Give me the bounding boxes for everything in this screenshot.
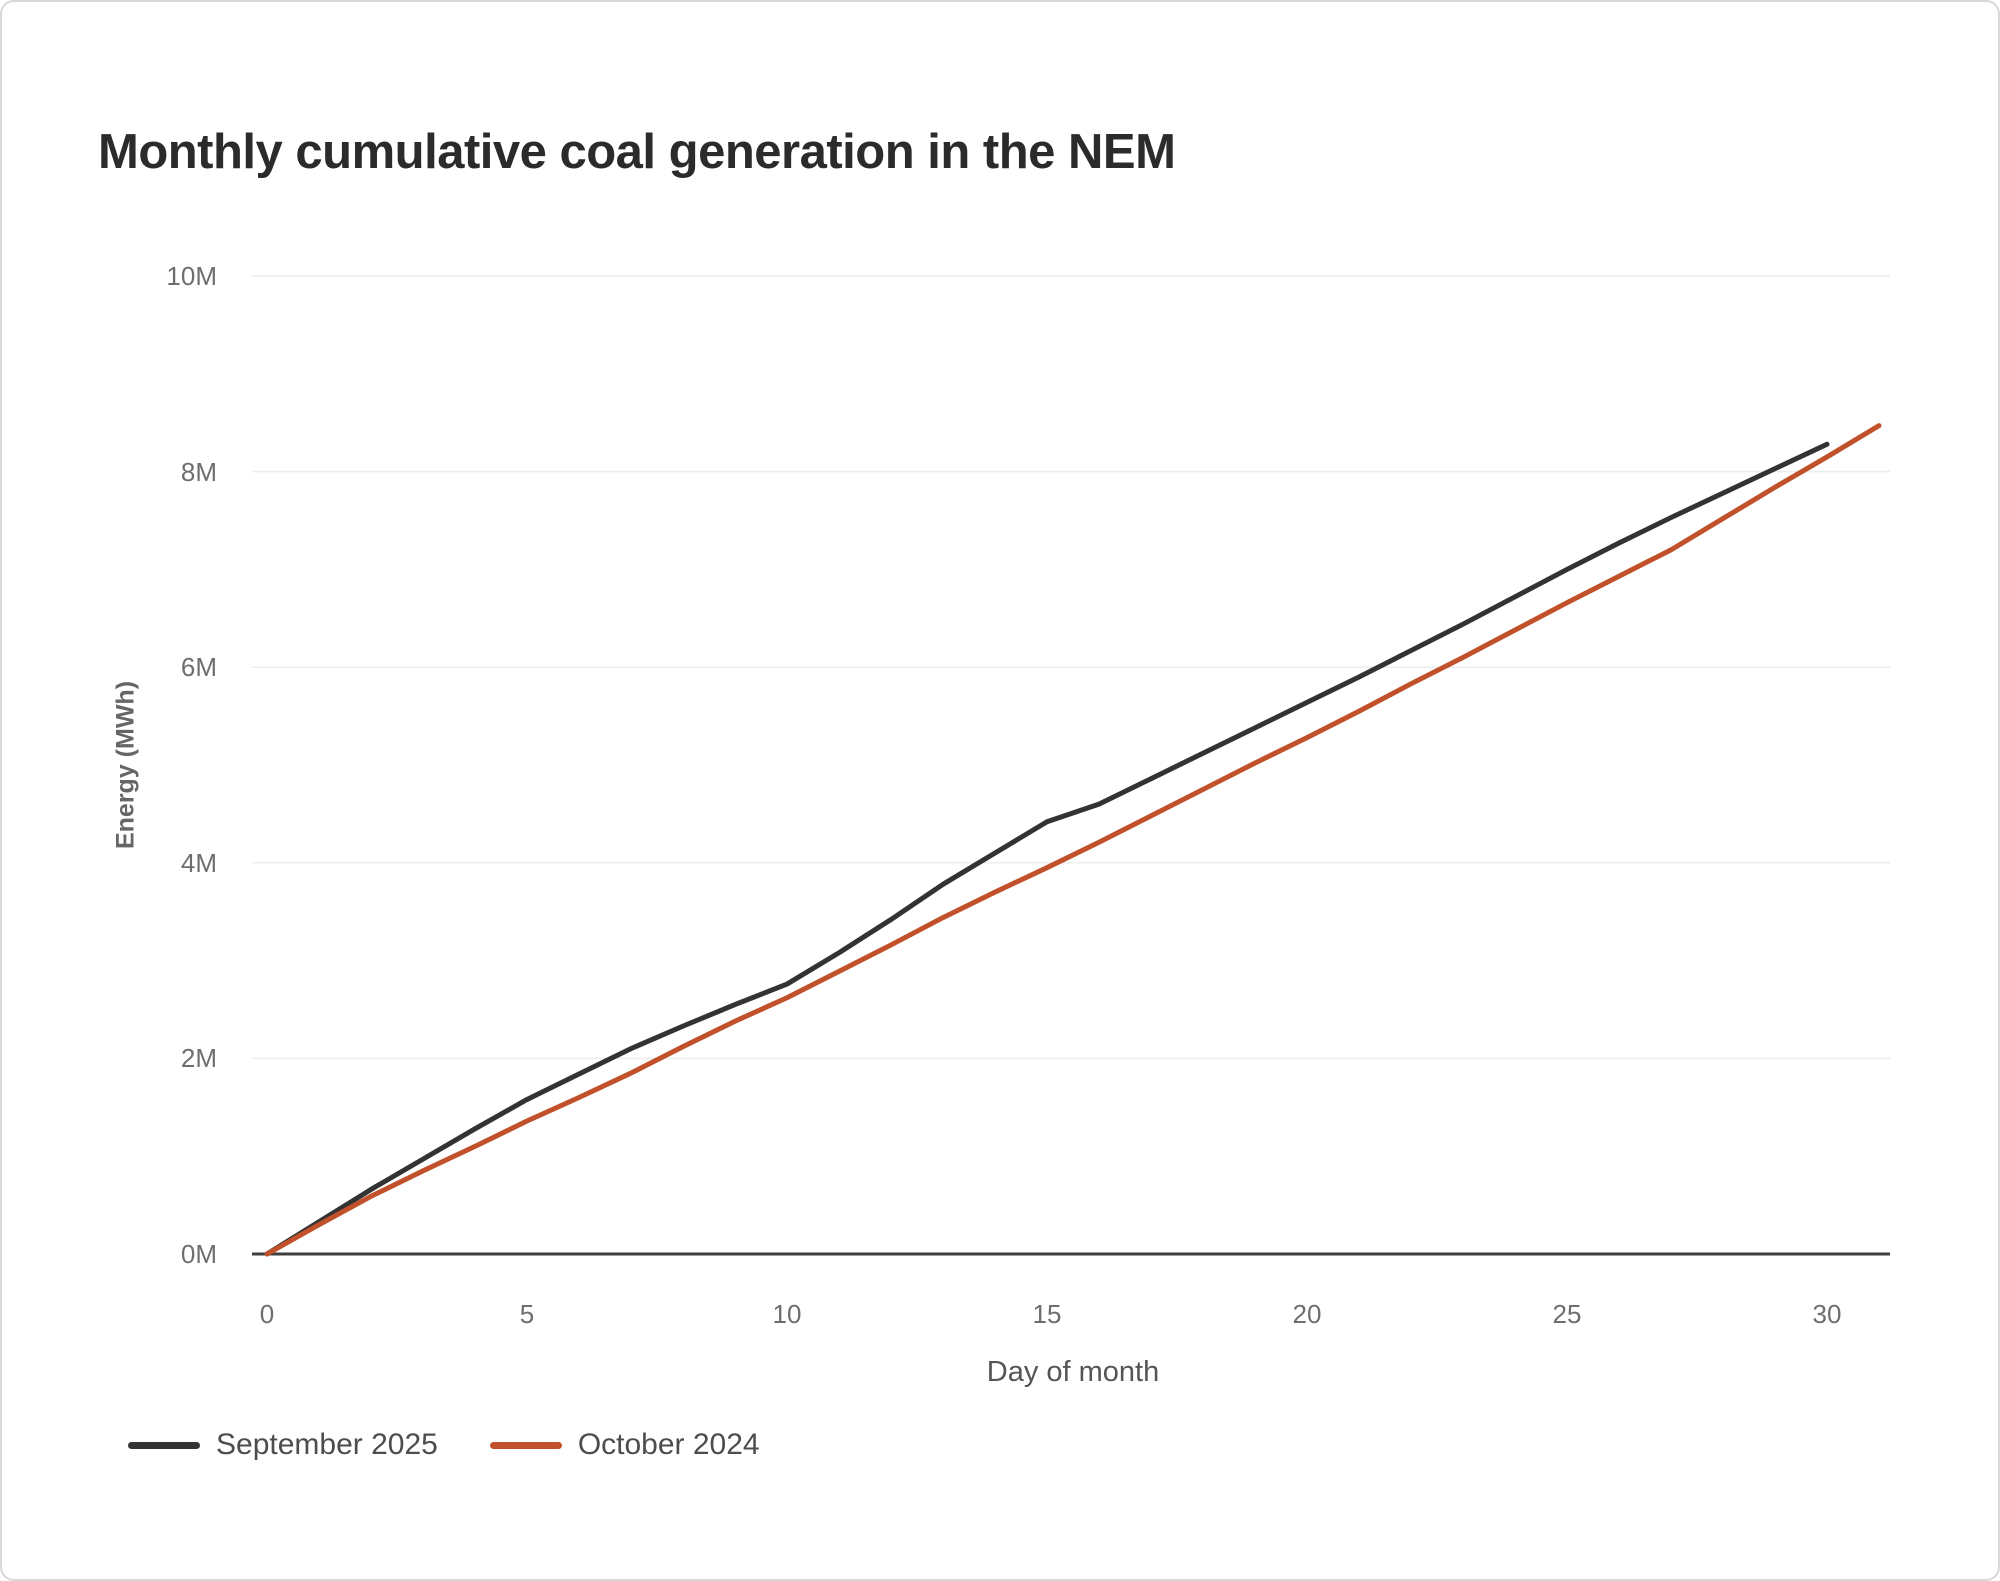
y-tick-label: 10M xyxy=(166,261,217,291)
legend-item-september-2025[interactable]: September 2025 xyxy=(128,1428,438,1462)
y-tick-label: 8M xyxy=(180,456,217,487)
legend-label: October 2024 xyxy=(577,1428,760,1461)
x-tick-label: 20 xyxy=(1292,1299,1322,1329)
legend: September 2025 October 2024 xyxy=(128,1428,760,1462)
series-line-october-2024 xyxy=(264,423,1882,1257)
x-axis-title: Day of month xyxy=(986,1356,1160,1388)
y-tick-label: 2M xyxy=(180,1043,217,1074)
legend-swatch xyxy=(489,1441,562,1449)
legend-swatch xyxy=(128,1441,200,1449)
x-tick-label: 10 xyxy=(772,1299,802,1329)
legend-item-october-2024[interactable]: October 2024 xyxy=(489,1428,760,1462)
y-tick-label: 6M xyxy=(180,652,217,683)
series-line-september-2025 xyxy=(264,441,1830,1257)
x-tick-label: 25 xyxy=(1552,1299,1582,1329)
x-tick-label: 30 xyxy=(1812,1299,1842,1329)
legend-label: September 2025 xyxy=(216,1428,438,1461)
x-tick-label: 15 xyxy=(1032,1299,1062,1329)
chart-title: Monthly cumulative coal generation in th… xyxy=(98,125,1176,179)
x-tick-label: 5 xyxy=(519,1299,535,1329)
y-tick-label: 4M xyxy=(180,847,217,878)
y-tick-label: 0M xyxy=(180,1239,217,1269)
y-axis-title: Energy (MWh) xyxy=(111,680,140,850)
x-tick-label: 0 xyxy=(259,1299,275,1329)
